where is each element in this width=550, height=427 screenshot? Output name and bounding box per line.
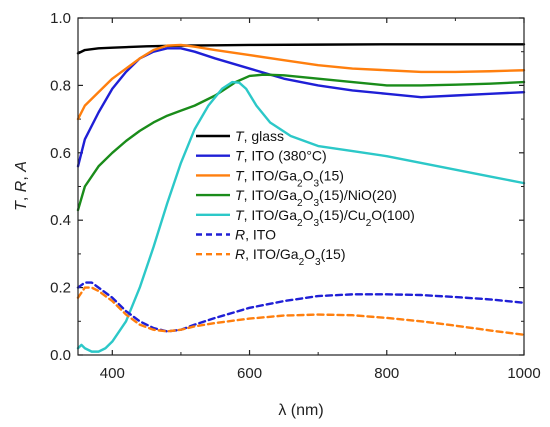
x-tick-label: 600: [237, 365, 262, 382]
y-tick-label: 0.6: [50, 145, 71, 162]
legend-label: T, ITO/Ga2O3(15)/Cu2O(100): [235, 207, 415, 229]
legend-label: T, ITO/Ga2O3(15)/NiO(20): [235, 187, 397, 209]
legend-label: T, glass: [235, 128, 284, 144]
series-line-2: [76, 47, 526, 168]
series-line-4: [76, 73, 526, 212]
y-tick-label: 0.4: [50, 212, 71, 229]
y-tick-label: 0.0: [50, 347, 71, 364]
series-line-7: [76, 286, 526, 336]
x-tick-label: 800: [374, 365, 399, 382]
series-line-3: [76, 43, 526, 121]
x-tick-label: 400: [100, 365, 125, 382]
legend-label: R, ITO: [235, 227, 276, 243]
y-tick-label: 0.2: [50, 280, 71, 297]
legend-label: T, ITO (380°C): [235, 148, 327, 164]
y-tick-label: 0.8: [50, 77, 71, 94]
series-line-6: [76, 281, 526, 333]
series-line-1: [76, 43, 526, 55]
y-tick-label: 1.0: [50, 10, 71, 27]
series-line-5: [76, 80, 526, 353]
axes: 0.0 0.2 0.4 0.6 0.8 1.0 400 600 800 1000: [50, 10, 541, 382]
plot-frame: [77, 17, 525, 356]
x-axis-title: λ (nm): [278, 402, 323, 419]
legend-label: T, ITO/Ga2O3(15): [235, 167, 344, 189]
legend-label: R, ITO/Ga2O3(15): [235, 246, 345, 268]
x-tick-label: 1000: [507, 365, 540, 382]
y-axis-title: T, R, A: [13, 161, 30, 211]
series-group: [76, 43, 526, 353]
